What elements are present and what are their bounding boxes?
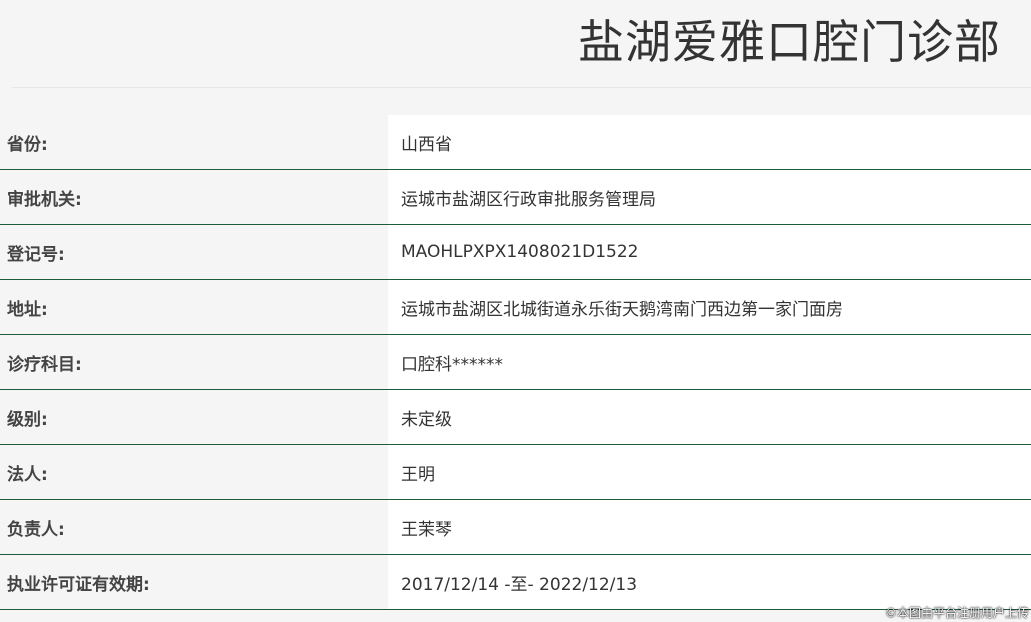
table-row: 省份: 山西省 [0, 115, 1031, 170]
table-row: 地址: 运城市盐湖区北城街道永乐街天鹅湾南门西边第一家门面房 [0, 280, 1031, 335]
row-label: 诊疗科目: [0, 335, 388, 389]
row-label: 地址: [0, 280, 388, 334]
row-label: 省份: [0, 115, 388, 169]
row-value: 未定级 [388, 390, 1031, 444]
divider [12, 87, 1031, 88]
table-row: 诊疗科目: 口腔科****** [0, 335, 1031, 390]
row-value: 运城市盐湖区北城街道永乐街天鹅湾南门西边第一家门面房 [388, 280, 1031, 334]
row-label: 执业许可证有效期: [0, 555, 388, 609]
row-label: 登记号: [0, 225, 388, 279]
info-table: 省份: 山西省 审批机关: 运城市盐湖区行政审批服务管理局 登记号: MAOHLPXPX1… [0, 115, 1031, 610]
row-value: 2017/12/14 -至- 2022/12/13 [388, 555, 1031, 609]
table-row: 登记号: MAOHLPXPX1408021D1522 [0, 225, 1031, 280]
page-title: 盐湖爱雅口腔门诊部 [578, 15, 1001, 69]
table-row: 执业许可证有效期: 2017/12/14 -至- 2022/12/13 [0, 555, 1031, 610]
row-label: 法人: [0, 445, 388, 499]
table-row: 级别: 未定级 [0, 390, 1031, 445]
row-label: 审批机关: [0, 170, 388, 224]
row-label: 负责人: [0, 500, 388, 554]
row-value: 王明 [388, 445, 1031, 499]
row-value: 口腔科****** [388, 335, 1031, 389]
row-label: 级别: [0, 390, 388, 444]
table-row: 法人: 王明 [0, 445, 1031, 500]
upload-credit: ©本图由平台注册用户上传 [884, 606, 1029, 620]
row-value: 王茉琴 [388, 500, 1031, 554]
table-row: 负责人: 王茉琴 [0, 500, 1031, 555]
table-row: 审批机关: 运城市盐湖区行政审批服务管理局 [0, 170, 1031, 225]
row-value: MAOHLPXPX1408021D1522 [388, 225, 1031, 279]
row-value: 运城市盐湖区行政审批服务管理局 [388, 170, 1031, 224]
row-value: 山西省 [388, 115, 1031, 169]
